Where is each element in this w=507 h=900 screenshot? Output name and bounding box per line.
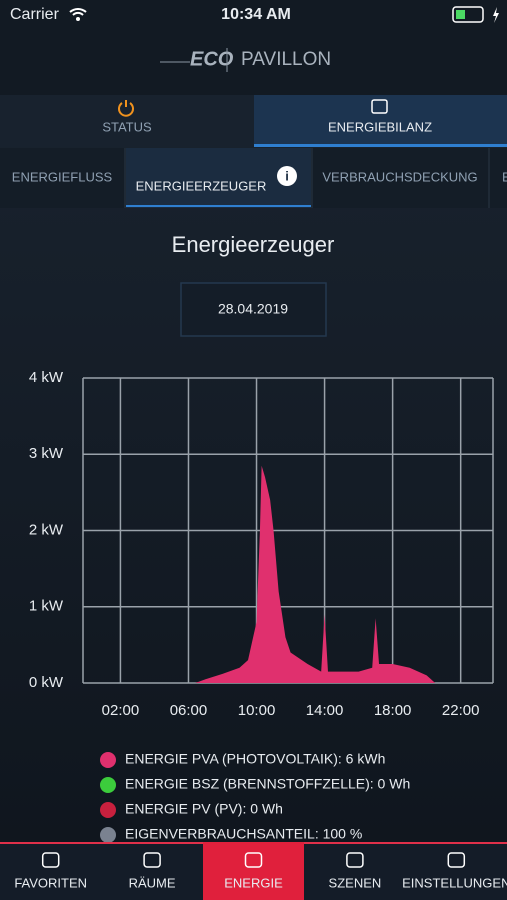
nav-label[interactable]: RÄUME xyxy=(129,875,176,890)
legend-swatch xyxy=(100,802,116,818)
legend-swatch xyxy=(100,777,116,793)
subtab-label[interactable]: ENERGIEFLUSS xyxy=(12,169,113,184)
legend-label: ENERGIE BSZ (BRENNSTOFFZELLE): 0 Wh xyxy=(125,776,410,792)
nav: FAVORITEN RÄUME ENERGIE SZENEN EINSTELLUNGEN xyxy=(14,852,507,890)
nav-label[interactable]: SZENEN xyxy=(329,875,382,890)
nav-active-bg[interactable] xyxy=(203,842,304,900)
energiebilanz-icon xyxy=(371,99,388,114)
area xyxy=(195,465,436,683)
legend-swatch xyxy=(100,752,116,768)
subtab-label[interactable]: E xyxy=(502,169,507,184)
y-tick-label: 3 kW xyxy=(29,445,64,462)
top-bar xyxy=(0,0,507,95)
y-tick-label: 2 kW xyxy=(29,521,64,538)
charging-icon xyxy=(493,7,499,23)
subtab-label[interactable]: ENERGIEERZEUGER xyxy=(136,178,267,193)
wifi-icon xyxy=(69,8,87,16)
legend-swatch xyxy=(100,827,116,843)
y-tick-label: 4 kW xyxy=(29,369,64,386)
carrier: Carrier xyxy=(10,6,60,23)
tab-label[interactable]: ENERGIEBILANZ xyxy=(328,119,432,134)
legend-label: ENERGIE PVA (PHOTOVOLTAIK): 6 kWh xyxy=(125,751,385,767)
nav-icon xyxy=(244,852,263,868)
tab-indicator xyxy=(254,144,507,147)
tab-energiebilanz-bg[interactable] xyxy=(254,95,507,147)
logo: ECO xyxy=(190,48,234,70)
legend: ENERGIE PVA (PHOTOVOLTAIK): 6 kWh ENERGIE… xyxy=(100,751,410,843)
legend-label: ENERGIE PV (PV): 0 Wh xyxy=(125,801,283,817)
clock: 10:34 AM xyxy=(221,6,291,23)
date-box[interactable] xyxy=(180,282,327,337)
y-tick-label: 0 kW xyxy=(29,674,64,691)
status-icon xyxy=(118,100,134,117)
nav-icon xyxy=(143,852,161,868)
nav-icon xyxy=(41,852,60,868)
x-tick-label: 06:00 xyxy=(170,702,208,719)
x-tick-label: 10:00 xyxy=(238,702,276,719)
nav-label[interactable]: EINSTELLUNGEN xyxy=(402,875,507,890)
wifi-dot xyxy=(76,17,80,21)
nav-icon xyxy=(346,852,364,868)
x-tick-label: 18:00 xyxy=(374,702,412,719)
y-tick-label: 1 kW xyxy=(29,598,64,615)
chart: 0 kW 1 kW 2 kW 3 kW 4 kW 02:00 06:00 10:00 14:00… xyxy=(29,369,494,719)
battery xyxy=(452,6,484,23)
x-tick-label: 14:00 xyxy=(306,702,344,719)
battery-level xyxy=(456,10,465,19)
x-tick-label: 22:00 xyxy=(442,702,480,719)
header-title: PAVILLON xyxy=(241,49,331,70)
legend-label: EIGENVERBRAUCHSANTEIL: 100 % xyxy=(125,826,362,842)
page-title: Energieerzeuger xyxy=(172,232,335,257)
info-icon[interactable] xyxy=(277,166,297,186)
tab-label[interactable]: STATUS xyxy=(102,119,152,134)
subtab-indicator xyxy=(126,205,311,207)
x-tick-label: 02:00 xyxy=(102,702,140,719)
date[interactable]: 28.04.2019 xyxy=(218,301,288,317)
subtab-label[interactable]: VERBRAUCHSDECKUNG xyxy=(322,169,477,184)
nav-icon xyxy=(447,852,466,868)
info-glyph: i xyxy=(285,168,289,183)
nav-label[interactable]: FAVORITEN xyxy=(14,875,87,890)
nav-label[interactable]: ENERGIE xyxy=(224,875,283,890)
